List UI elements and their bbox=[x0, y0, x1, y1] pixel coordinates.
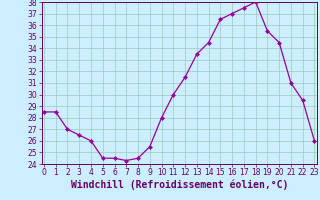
X-axis label: Windchill (Refroidissement éolien,°C): Windchill (Refroidissement éolien,°C) bbox=[70, 180, 288, 190]
